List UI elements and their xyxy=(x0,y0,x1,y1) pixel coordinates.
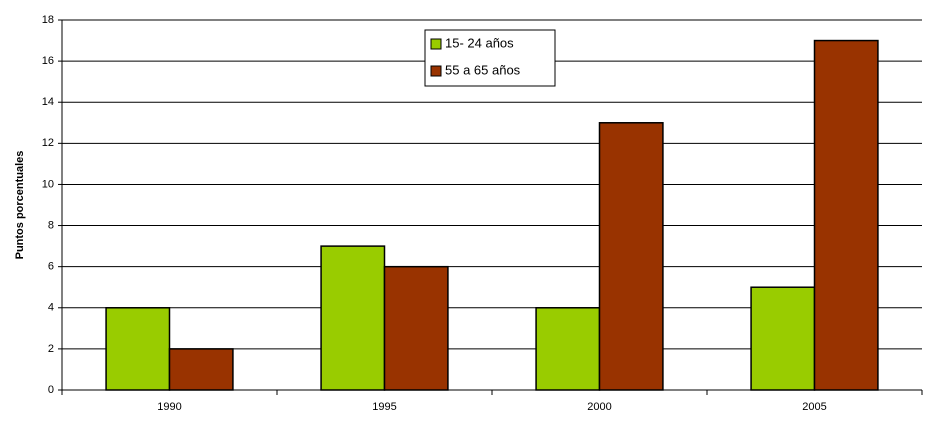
y-tick-label: 12 xyxy=(42,137,54,149)
bar xyxy=(598,122,664,391)
x-tick-label: 2005 xyxy=(802,401,826,413)
y-tick-label: 2 xyxy=(48,343,54,355)
y-tick-label: 14 xyxy=(42,96,54,108)
bar xyxy=(813,39,879,391)
y-tick-label: 4 xyxy=(48,302,54,314)
legend-box xyxy=(424,29,556,87)
x-tick-label: 1995 xyxy=(372,401,396,413)
x-tick-label: 2000 xyxy=(587,401,611,413)
bar xyxy=(320,245,386,391)
y-tick-label: 18 xyxy=(42,14,54,26)
legend-label: 55 a 65 años xyxy=(445,62,521,77)
y-tick-label: 16 xyxy=(42,55,54,67)
bar xyxy=(750,286,816,391)
y-tick-label: 8 xyxy=(48,219,54,231)
x-tick-label: 1990 xyxy=(157,401,181,413)
y-tick-label: 0 xyxy=(48,384,54,396)
bar xyxy=(168,348,234,391)
bar xyxy=(535,307,601,391)
y-axis-label: Puntos porcentuales xyxy=(14,151,26,260)
bar xyxy=(383,265,449,391)
legend-label: 15- 24 años xyxy=(445,35,514,50)
legend-swatch xyxy=(430,65,442,77)
y-tick-label: 10 xyxy=(42,178,54,190)
bar xyxy=(105,307,171,391)
y-tick-label: 6 xyxy=(48,261,54,273)
legend-swatch xyxy=(430,38,442,50)
